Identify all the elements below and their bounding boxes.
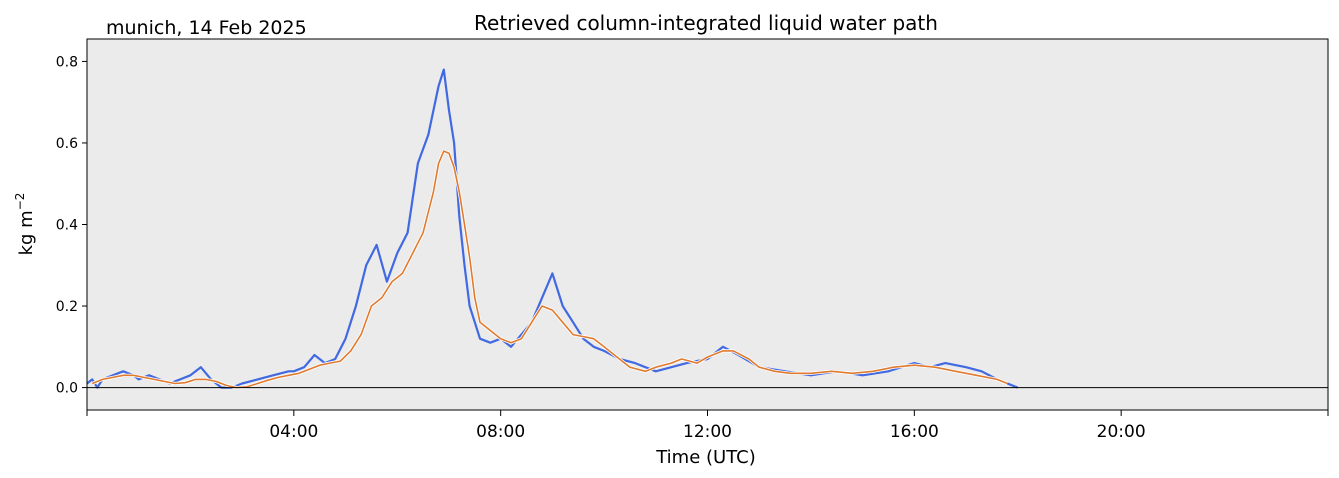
series-layer [86,68,1019,390]
smoothed-series-line [91,150,1008,389]
chart-subtitle: munich, 14 Feb 2025 [106,17,307,39]
x-axis-ticks: 04:00 08:00 12:00 16:00 20:00 [86,410,1329,442]
y-tick-label: 0.4 [56,218,78,234]
y-axis-label-exponent: −2 [13,193,27,211]
y-axis-label-unit: kg m [16,210,37,255]
y-axis-label: kg m−2 [13,193,37,256]
chart-title: Retrieved column-integrated liquid water… [474,11,938,35]
y-tick-label: 0.2 [56,299,78,315]
x-tick-label: 08:00 [476,422,525,442]
x-axis-label: Time (UTC) [655,447,756,468]
x-tick-label: 04:00 [269,422,318,442]
y-tick-label: 0.6 [56,136,78,152]
y-tick-label: 0.0 [56,381,78,397]
x-tick-label: 12:00 [683,422,732,442]
plot-background [87,39,1328,410]
raw-series-line [86,68,1019,389]
x-tick-label: 20:00 [1097,422,1146,442]
x-tick-label: 16:00 [890,422,939,442]
y-tick-label: 0.8 [56,54,78,70]
y-axis-ticks: 0.0 0.2 0.4 0.6 0.8 [56,54,87,397]
